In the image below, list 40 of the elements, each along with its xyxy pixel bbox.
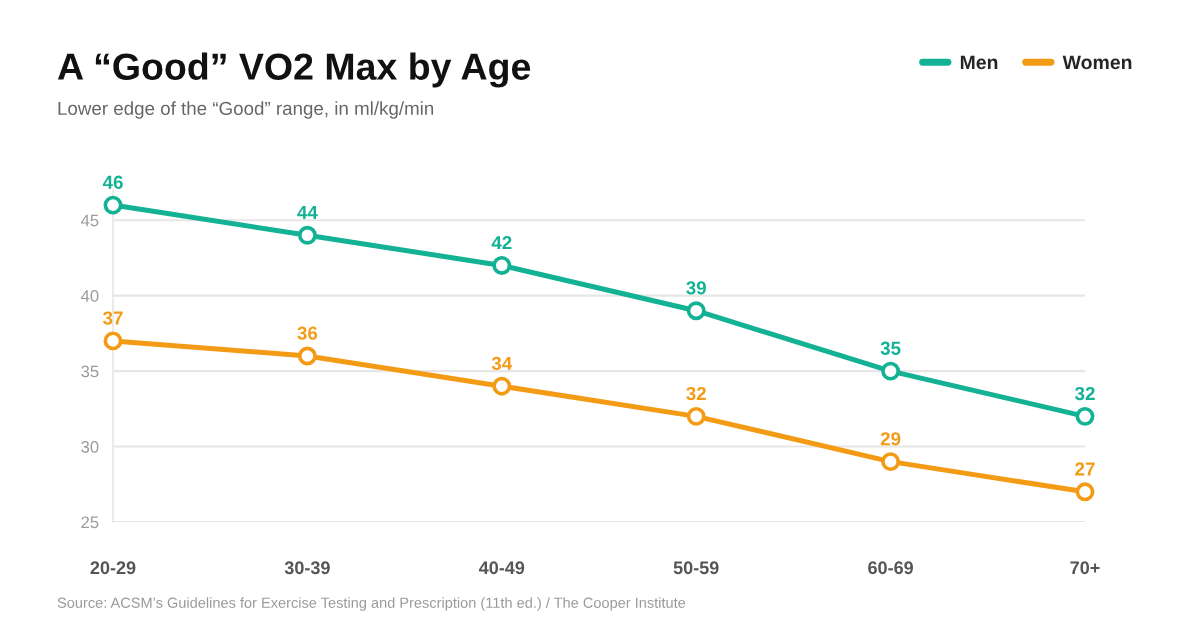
data-label: 34 [491,356,513,370]
point [881,452,901,472]
x-tick-label: 20-29 [90,561,136,575]
data-label: 36 [297,326,318,340]
data-label: 35 [880,341,901,355]
point [103,195,123,215]
legend-label: Men [960,55,998,70]
x-tick-label: 40-49 [478,561,525,575]
point [492,256,512,275]
point [1075,482,1095,502]
data-label: 42 [491,235,512,250]
point [103,331,123,351]
point [297,346,317,366]
data-label: 46 [102,175,123,189]
point [881,361,901,381]
x-tick-label: 30-39 [284,561,330,575]
point [1075,406,1095,426]
legend-label: Women [1062,55,1132,70]
source-note: Source: ACSM’s Guidelines for Exercise Testing and Prescription (11th ed.) / The Cooper Institute [57,597,686,611]
point [492,376,512,396]
y-tick-label: 35 [81,365,99,378]
chart-subtitle: Lower edge of the “Good” range, in ml/kg/min [58,101,434,119]
y-tick-label: 45 [80,214,99,227]
y-tick-label: 40 [80,290,99,302]
data-label: 29 [880,432,901,446]
point [686,406,706,426]
data-label: 39 [686,281,706,295]
data-label: 32 [686,386,706,401]
y-tick-label: 30 [81,440,99,453]
data-label: 27 [1075,462,1095,476]
point [686,301,706,321]
data-label: 37 [103,311,123,325]
x-tick-label: 60-69 [868,561,914,575]
y-tick-label: 25 [81,516,99,529]
data-label: 44 [297,205,318,219]
data-label: 32 [1075,386,1095,401]
x-tick-label: 70+ [1070,561,1100,575]
x-tick-label: 50-59 [673,561,719,575]
point [297,225,317,245]
chart-title: A “Good” VO2 Max by Age [57,52,531,88]
